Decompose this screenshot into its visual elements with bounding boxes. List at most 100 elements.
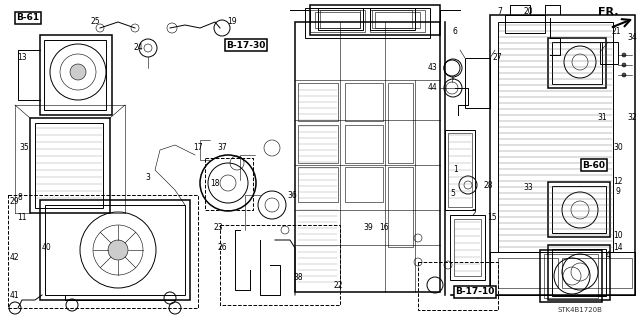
Bar: [445, 130, 475, 210]
Bar: [345, 83, 383, 121]
Bar: [490, 15, 635, 295]
Bar: [310, 5, 440, 35]
Text: 13: 13: [17, 54, 27, 63]
Bar: [8, 195, 198, 308]
Text: B-60: B-60: [582, 160, 605, 169]
Circle shape: [70, 64, 86, 80]
Bar: [45, 205, 185, 295]
Bar: [548, 245, 610, 300]
Bar: [320, 10, 360, 28]
Bar: [548, 38, 606, 88]
Text: 4: 4: [605, 251, 611, 261]
Bar: [544, 254, 598, 298]
Text: 30: 30: [613, 144, 623, 152]
Text: 37: 37: [217, 144, 227, 152]
Text: 15: 15: [487, 213, 497, 222]
Bar: [418, 262, 498, 310]
Bar: [540, 250, 602, 302]
Bar: [30, 118, 110, 213]
Bar: [498, 22, 613, 252]
Text: 6: 6: [452, 27, 458, 36]
Text: 22: 22: [333, 280, 343, 290]
Text: 38: 38: [293, 273, 303, 283]
Text: 7: 7: [497, 8, 502, 17]
Text: STK4B1720B: STK4B1720B: [557, 307, 602, 313]
Bar: [505, 15, 545, 33]
Text: 12: 12: [613, 177, 623, 187]
Bar: [552, 186, 606, 233]
Text: FR.: FR.: [598, 7, 618, 17]
Text: 29: 29: [9, 197, 19, 206]
Text: 42: 42: [9, 254, 19, 263]
Text: 33: 33: [523, 183, 533, 192]
Bar: [388, 167, 413, 247]
Text: 31: 31: [597, 114, 607, 122]
Text: B-17-30: B-17-30: [227, 41, 266, 49]
Text: B-17-10: B-17-10: [455, 287, 495, 296]
Bar: [40, 35, 112, 115]
Text: 2: 2: [472, 209, 476, 218]
Circle shape: [622, 53, 626, 57]
Bar: [298, 125, 338, 163]
Bar: [220, 225, 340, 305]
Text: 16: 16: [379, 224, 389, 233]
Bar: [490, 252, 635, 295]
Circle shape: [108, 240, 128, 260]
Text: 23: 23: [213, 224, 223, 233]
Text: 25: 25: [90, 18, 100, 26]
Bar: [305, 8, 430, 38]
Bar: [548, 182, 610, 237]
Text: 39: 39: [363, 224, 373, 233]
Bar: [562, 258, 632, 288]
Circle shape: [622, 73, 626, 77]
Bar: [205, 158, 253, 210]
Text: 14: 14: [613, 243, 623, 253]
Bar: [44, 40, 106, 110]
Bar: [318, 8, 363, 30]
Text: 44: 44: [427, 84, 437, 93]
Bar: [295, 22, 440, 292]
Bar: [40, 200, 190, 300]
Text: 36: 36: [287, 190, 297, 199]
Bar: [298, 167, 338, 202]
Text: 27: 27: [492, 54, 502, 63]
Circle shape: [622, 63, 626, 67]
Text: 41: 41: [9, 291, 19, 300]
Bar: [370, 8, 415, 30]
Text: 19: 19: [227, 18, 237, 26]
Bar: [345, 125, 383, 163]
Text: 21: 21: [611, 27, 621, 36]
Text: 32: 32: [627, 114, 637, 122]
Text: B-61: B-61: [17, 13, 40, 23]
Bar: [465, 58, 490, 108]
Bar: [370, 10, 425, 32]
Bar: [375, 12, 420, 28]
Text: 9: 9: [616, 188, 620, 197]
Bar: [345, 167, 383, 202]
Text: 17: 17: [193, 144, 203, 152]
Bar: [450, 215, 485, 280]
Bar: [498, 258, 558, 288]
Bar: [372, 10, 412, 28]
Bar: [552, 249, 606, 296]
Bar: [35, 123, 103, 208]
Text: 26: 26: [217, 243, 227, 253]
Text: 3: 3: [145, 173, 150, 182]
Bar: [315, 12, 360, 28]
Text: 43: 43: [427, 63, 437, 72]
Bar: [552, 42, 602, 84]
Bar: [310, 10, 365, 32]
Bar: [298, 83, 338, 121]
Text: 10: 10: [613, 231, 623, 240]
Text: 20: 20: [523, 8, 533, 17]
Text: 18: 18: [211, 179, 220, 188]
Bar: [454, 219, 481, 276]
Text: 28: 28: [483, 181, 493, 189]
Text: 35: 35: [19, 144, 29, 152]
Bar: [388, 83, 413, 163]
Text: 11: 11: [17, 213, 27, 222]
Text: 5: 5: [451, 189, 456, 197]
Text: 34: 34: [627, 33, 637, 42]
Bar: [600, 42, 618, 64]
Text: 24: 24: [133, 43, 143, 53]
